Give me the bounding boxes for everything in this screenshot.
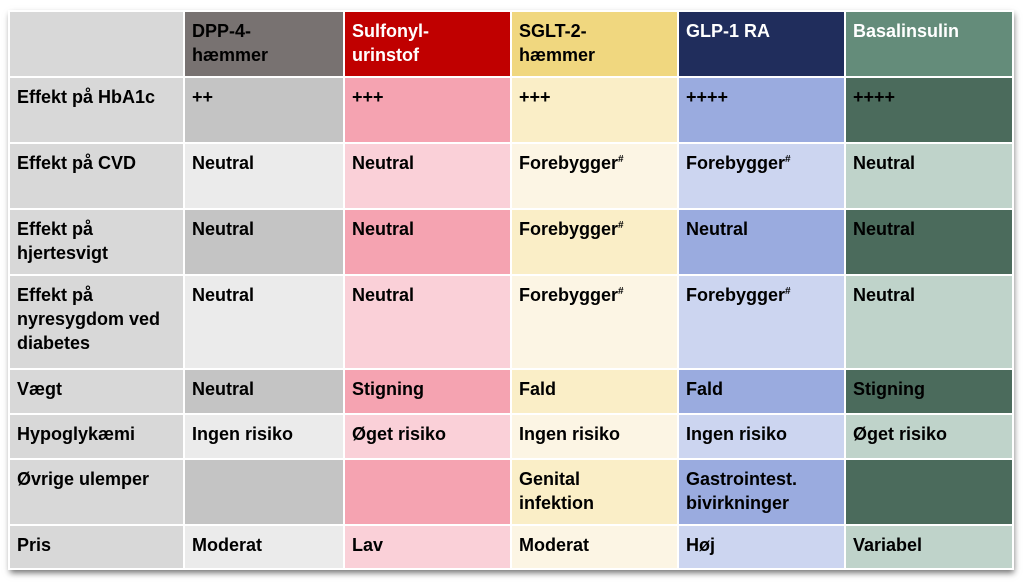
row-label: Effekt på nyresygdom ved diabetes <box>8 274 185 370</box>
row-label: Hypoglykæmi <box>8 413 185 460</box>
header-corner <box>8 10 185 78</box>
cell-sulfonylurinstof: Stigning <box>343 368 512 415</box>
cell-basalinsulin <box>844 458 1014 526</box>
table-row: Effekt på hjertesvigt Neutral Neutral Foreby… <box>8 208 1014 276</box>
footnote-mark: # <box>785 286 791 297</box>
cell-sulfonylurinstof: Lav <box>343 524 512 570</box>
footnote-mark: # <box>618 286 624 297</box>
cell-glp1: Fald <box>677 368 846 415</box>
cell-sulfonylurinstof: Øget risiko <box>343 413 512 460</box>
cell-basalinsulin: Neutral <box>844 142 1014 210</box>
header-glp1: GLP-1 RA <box>677 10 846 78</box>
table-row: Effekt på HbA1c ++ +++ +++ ++++ ++++ <box>8 76 1014 144</box>
cell-glp1: Høj <box>677 524 846 570</box>
cell-basalinsulin: Øget risiko <box>844 413 1014 460</box>
cell-sulfonylurinstof: Neutral <box>343 274 512 370</box>
header-row: DPP-4- hæmmer Sulfonyl-urinstof SGLT-2- hæ… <box>8 10 1014 78</box>
footnote-mark: # <box>618 220 624 231</box>
header-sglt2: SGLT-2- hæmmer <box>510 10 679 78</box>
cell-sglt2: Forebygger# <box>510 208 679 276</box>
cell-glp1: Forebygger# <box>677 274 846 370</box>
row-label: Pris <box>8 524 185 570</box>
cell-dpp4: Moderat <box>183 524 345 570</box>
cell-dpp4: Neutral <box>183 208 345 276</box>
table-row: Hypoglykæmi Ingen risiko Øget risiko Ingen … <box>8 413 1014 460</box>
row-label: Effekt på CVD <box>8 142 185 210</box>
header-sulfonylurinstof: Sulfonyl-urinstof <box>343 10 512 78</box>
cell-glp1: Ingen risiko <box>677 413 846 460</box>
cell-dpp4: Neutral <box>183 274 345 370</box>
table-row: Vægt Neutral Stigning Fald Fald Stigning <box>8 368 1014 415</box>
cell-sulfonylurinstof: Neutral <box>343 208 512 276</box>
row-label: Effekt på HbA1c <box>8 76 185 144</box>
cell-glp1: Neutral <box>677 208 846 276</box>
cell-dpp4: Neutral <box>183 142 345 210</box>
cell-sglt2: Fald <box>510 368 679 415</box>
cell-sglt2: Genital infektion <box>510 458 679 526</box>
cell-basalinsulin: Variabel <box>844 524 1014 570</box>
cell-sglt2: Forebygger# <box>510 142 679 210</box>
diabetes-drug-comparison-table: DPP-4- hæmmer Sulfonyl-urinstof SGLT-2- hæ… <box>8 10 1014 570</box>
row-label: Øvrige ulemper <box>8 458 185 526</box>
row-label: Vægt <box>8 368 185 415</box>
cell-sulfonylurinstof: +++ <box>343 76 512 144</box>
cell-basalinsulin: Neutral <box>844 208 1014 276</box>
footnote-mark: # <box>785 154 791 165</box>
cell-sglt2: Forebygger# <box>510 274 679 370</box>
cell-sulfonylurinstof <box>343 458 512 526</box>
cell-sglt2: +++ <box>510 76 679 144</box>
table-row: Effekt på CVD Neutral Neutral Forebygger# Fo… <box>8 142 1014 210</box>
header-basalinsulin: Basalinsulin <box>844 10 1014 78</box>
cell-basalinsulin: Neutral <box>844 274 1014 370</box>
cell-dpp4: ++ <box>183 76 345 144</box>
header-dpp4: DPP-4- hæmmer <box>183 10 345 78</box>
cell-basalinsulin: Stigning <box>844 368 1014 415</box>
table-row: Effekt på nyresygdom ved diabetes Neutral Ne… <box>8 274 1014 370</box>
cell-basalinsulin: ++++ <box>844 76 1014 144</box>
cell-glp1: Forebygger# <box>677 142 846 210</box>
comparison-table-frame: DPP-4- hæmmer Sulfonyl-urinstof SGLT-2- hæ… <box>8 10 1014 570</box>
cell-dpp4 <box>183 458 345 526</box>
cell-dpp4: Neutral <box>183 368 345 415</box>
row-label: Effekt på hjertesvigt <box>8 208 185 276</box>
cell-glp1: Gastrointest. bivirkninger <box>677 458 846 526</box>
cell-sglt2: Moderat <box>510 524 679 570</box>
cell-glp1: ++++ <box>677 76 846 144</box>
cell-sulfonylurinstof: Neutral <box>343 142 512 210</box>
footnote-mark: # <box>618 154 624 165</box>
table-row: Pris Moderat Lav Moderat Høj Variabel <box>8 524 1014 570</box>
cell-dpp4: Ingen risiko <box>183 413 345 460</box>
table-body: Effekt på HbA1c ++ +++ +++ ++++ ++++ Effekt på… <box>8 76 1014 570</box>
cell-sglt2: Ingen risiko <box>510 413 679 460</box>
table-row: Øvrige ulemper Genital infektion Gastrointe… <box>8 458 1014 526</box>
